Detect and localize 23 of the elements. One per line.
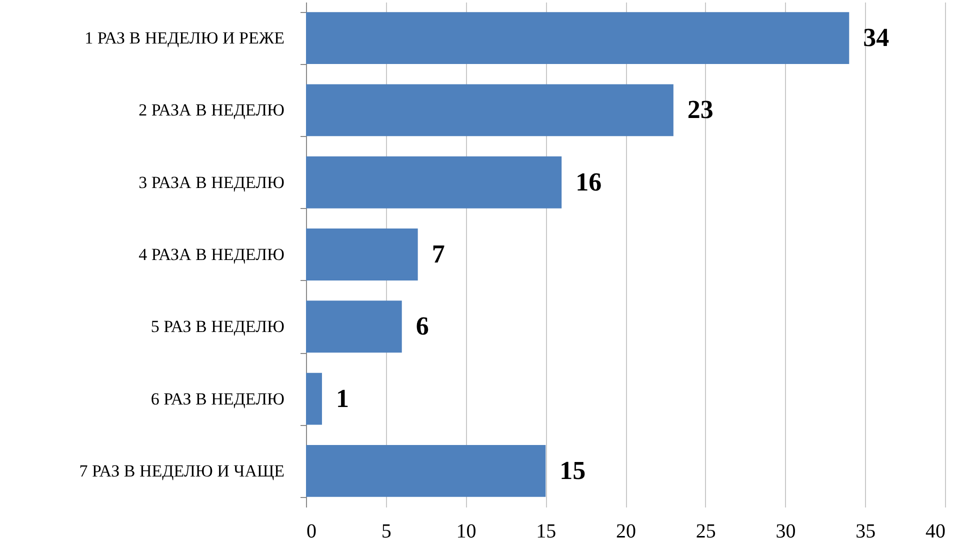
x-tick-label: 20 [616,520,636,542]
y-tick-label: 4 РАЗА В НЕДЕЛЮ [138,245,284,264]
x-tick-label: 40 [926,520,946,542]
x-tick-label: 10 [456,520,476,542]
x-tick-label: 0 [306,520,316,542]
y-tick-label: 7 РАЗ В НЕДЕЛЮ И ЧАЩЕ [79,461,284,480]
x-tick-label: 35 [856,520,876,542]
y-tick-label: 2 РАЗА В НЕДЕЛЮ [138,100,284,120]
y-tick-label: 3 РАЗА В НЕДЕЛЮ [138,172,284,192]
x-tick-label: 5 [381,520,392,542]
y-tick-label: 6 РАЗ В НЕДЕЛЮ [150,389,284,408]
data-label: 1 [336,384,349,413]
data-label: 6 [416,312,429,341]
x-tick-label: 30 [776,520,796,542]
data-label: 15 [560,456,586,485]
data-label: 34 [863,23,890,52]
x-tick-label: 25 [696,520,716,542]
x-tick-label: 15 [536,520,556,542]
y-tick-label: 1 РАЗ В НЕДЕЛЮ И РЕЖЕ [84,28,284,48]
data-label: 7 [432,240,445,268]
data-label: 23 [687,95,714,124]
data-label: 16 [576,167,602,196]
y-tick-label: 5 РАЗ В НЕДЕЛЮ [150,317,284,336]
